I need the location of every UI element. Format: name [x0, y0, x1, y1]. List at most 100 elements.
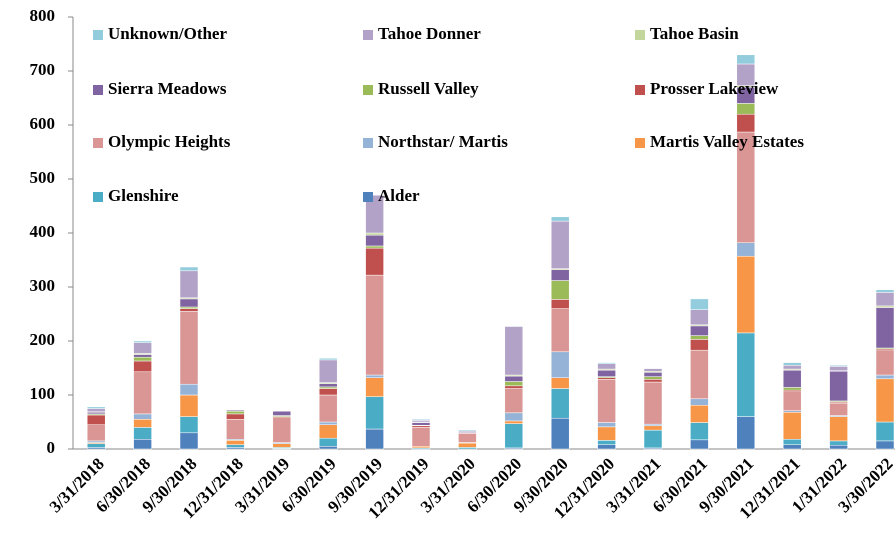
bar-segment: [179, 308, 199, 312]
bar-segment: [643, 425, 663, 431]
bar-segment: [365, 374, 384, 378]
bar-segment: [875, 307, 895, 349]
bar-segment: [226, 419, 245, 440]
bar-segment: [597, 363, 616, 370]
bar-segment: [690, 325, 709, 336]
bar-segment: [504, 381, 524, 387]
bar-segment: [504, 326, 524, 376]
bar-segment: [550, 299, 570, 309]
bar-segment: [411, 419, 431, 421]
bar-segment: [597, 369, 616, 377]
bar-segment: [365, 232, 384, 236]
legend-swatch: [93, 138, 103, 148]
y-tick-label: 600: [30, 114, 56, 133]
y-tick-label: 700: [30, 60, 56, 79]
bar-segment: [133, 340, 152, 343]
bar-segment: [782, 387, 802, 391]
bar-segment: [829, 365, 848, 367]
y-tick-label: 800: [30, 6, 56, 25]
bar-segment: [550, 417, 570, 450]
bar-segment: [133, 356, 152, 362]
bar-segment: [782, 362, 802, 366]
bar-segment: [736, 416, 756, 450]
legend-label: Tahoe Donner: [378, 24, 481, 43]
bar-segment: [875, 440, 895, 450]
bar-segment: [365, 247, 384, 276]
bar-segment: [690, 309, 709, 326]
bar-segment: [86, 424, 106, 442]
legend-swatch: [363, 138, 373, 148]
bar-segment: [875, 289, 895, 293]
bar-segment: [782, 369, 802, 388]
y-tick-label: 200: [30, 330, 56, 349]
bar-segment: [643, 379, 663, 383]
bar-segment: [690, 405, 709, 423]
bar-segment: [226, 444, 245, 448]
legend-label: Martis Valley Estates: [650, 132, 804, 151]
bar-segment: [829, 402, 848, 416]
legend-label: Sierra Meadows: [108, 79, 227, 98]
bar-segment: [458, 429, 477, 432]
bar-segment: [736, 255, 756, 334]
bar-segment: [86, 414, 106, 425]
y-tick-label: 500: [30, 168, 56, 187]
bar-segment: [875, 421, 895, 442]
bar-segment: [504, 325, 524, 327]
bar-segment: [226, 413, 245, 420]
bar-segment: [226, 410, 245, 415]
bar-segment: [550, 388, 570, 419]
bar-segment: [829, 440, 848, 446]
legend-swatch: [635, 30, 645, 40]
bar-segment: [550, 220, 570, 269]
legend-swatch: [363, 192, 373, 202]
bar-segment: [272, 443, 292, 448]
bar-segment: [318, 437, 338, 447]
bar-segment: [318, 446, 338, 450]
bar-segment: [736, 332, 756, 417]
legend-label: Northstar/ Martis: [378, 132, 508, 151]
legend-label: Tahoe Basin: [650, 24, 739, 43]
bar-segment: [86, 406, 106, 409]
bar-segment: [411, 422, 431, 426]
bar-segment: [365, 194, 384, 234]
bar-segment: [875, 292, 895, 307]
bar-segment: [782, 444, 802, 450]
bar-segment: [318, 421, 338, 425]
bar-segment: [504, 388, 524, 414]
bar-segment: [504, 412, 524, 422]
bar-segment: [736, 54, 756, 65]
legend-label: Russell Valley: [378, 79, 479, 98]
bar-segment: [782, 439, 802, 445]
bar-segment: [643, 372, 663, 377]
bar-segment: [133, 413, 152, 420]
bar-segment: [365, 234, 384, 247]
bar-segment: [597, 444, 616, 450]
bar-segment: [875, 350, 895, 376]
bar-segment: [504, 375, 524, 382]
bar-segment: [179, 383, 199, 396]
bar-segment: [736, 103, 756, 115]
bar-segment: [550, 377, 570, 389]
y-tick-label: 400: [30, 222, 56, 241]
bar-segment: [550, 269, 570, 281]
bar-segment: [597, 362, 616, 364]
bar-segment: [504, 385, 524, 389]
bar-segment: [86, 443, 106, 448]
bar-segment: [318, 383, 338, 388]
bar-segment: [179, 394, 199, 417]
bar-segment: [179, 311, 199, 385]
bar-segment: [690, 339, 709, 351]
bar-segment: [690, 298, 709, 310]
bar-segment: [365, 428, 384, 450]
bar-segment: [133, 439, 152, 450]
bar-segment: [226, 440, 245, 445]
bar-segment: [272, 417, 292, 443]
legend-swatch: [93, 85, 103, 95]
bar-segment: [690, 335, 709, 340]
bar-segment: [86, 408, 106, 412]
bar-segment: [782, 412, 802, 440]
bar-segment: [643, 429, 663, 449]
bar-segment: [690, 349, 709, 400]
y-tick-label: 100: [30, 384, 56, 403]
